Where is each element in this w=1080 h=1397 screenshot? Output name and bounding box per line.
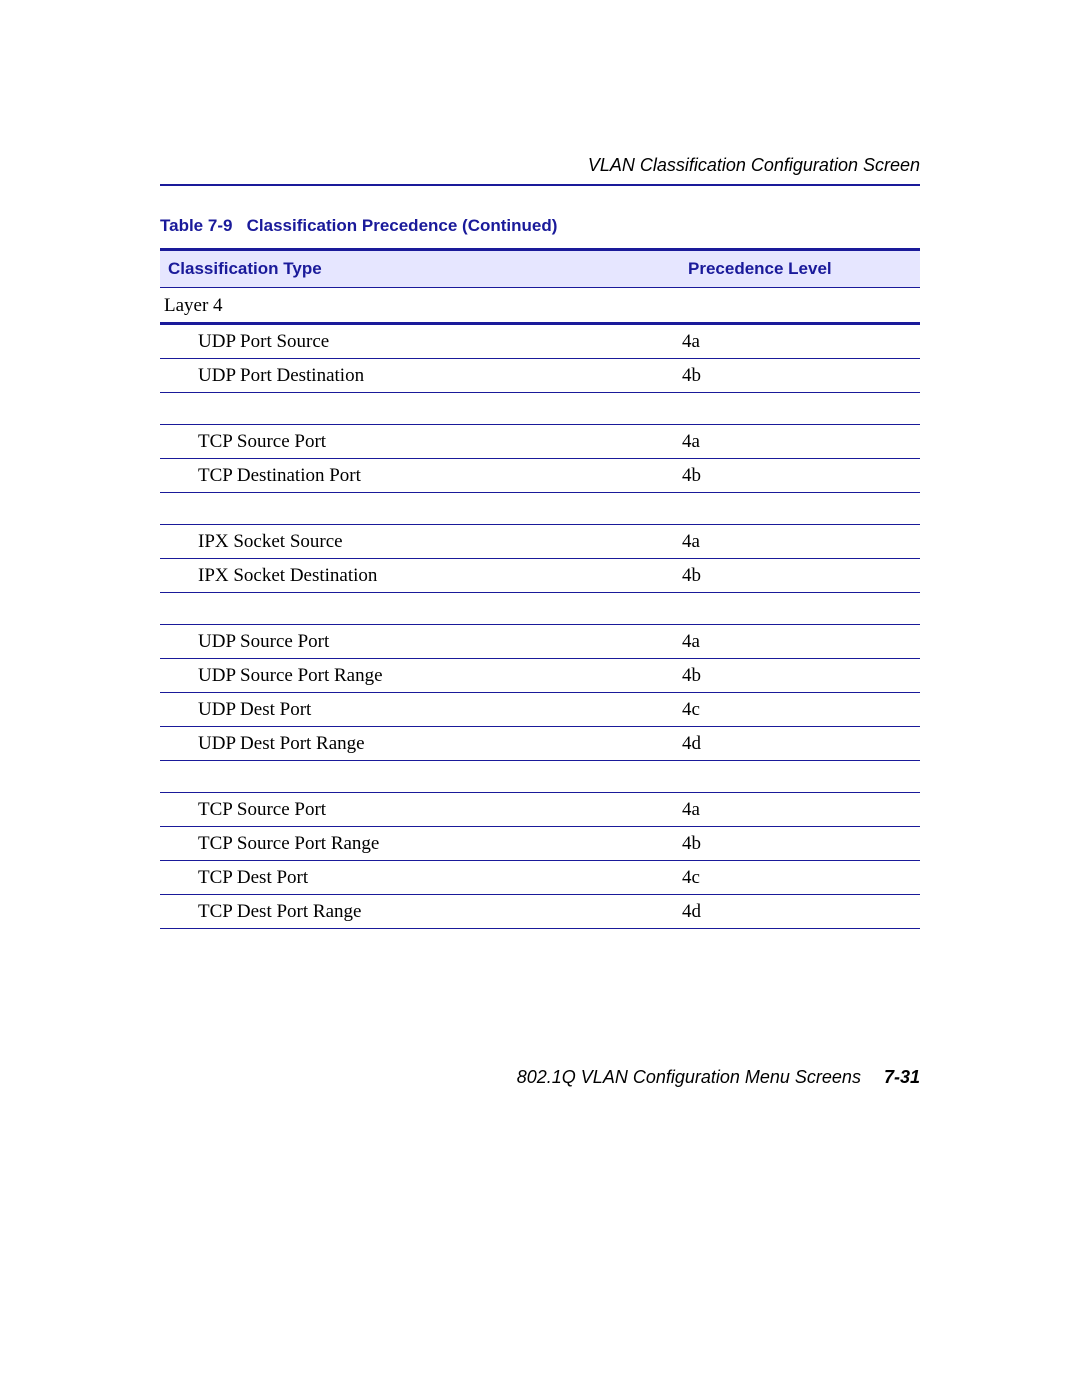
- cell-precedence-level: 4c: [682, 867, 918, 889]
- cell-classification-type: UDP Source Port Range: [162, 665, 682, 687]
- cell-precedence-level: 4d: [682, 901, 918, 923]
- header-divider: [160, 184, 920, 186]
- cell-classification-type: UDP Port Source: [162, 331, 682, 353]
- footer-text: 802.1Q VLAN Configuration Menu Screens: [517, 1067, 861, 1087]
- cell-classification-type: TCP Dest Port: [162, 867, 682, 889]
- table-row: TCP Source Port4a: [160, 793, 920, 827]
- cell-classification-type: IPX Socket Source: [162, 531, 682, 553]
- cell-precedence-level: 4a: [682, 631, 918, 653]
- cell-classification-type: UDP Dest Port: [162, 699, 682, 721]
- table-section-row: Layer 4: [160, 288, 920, 325]
- table-caption-text: Classification Precedence (Continued): [247, 216, 558, 235]
- table-row: TCP Source Port Range4b: [160, 827, 920, 861]
- table-group-spacer: [160, 493, 920, 525]
- cell-classification-type: UDP Dest Port Range: [162, 733, 682, 755]
- table-group-spacer: [160, 393, 920, 425]
- table-row: IPX Socket Destination4b: [160, 559, 920, 593]
- cell-classification-type: UDP Source Port: [162, 631, 682, 653]
- table-section-label: Layer 4: [162, 295, 682, 317]
- table-group-spacer: [160, 761, 920, 793]
- table-body: UDP Port Source4aUDP Port Destination4bT…: [160, 325, 920, 929]
- table-row: TCP Dest Port4c: [160, 861, 920, 895]
- table-row: IPX Socket Source4a: [160, 525, 920, 559]
- table-row: UDP Source Port4a: [160, 625, 920, 659]
- table-row: UDP Dest Port4c: [160, 693, 920, 727]
- table-row: UDP Source Port Range4b: [160, 659, 920, 693]
- cell-classification-type: TCP Dest Port Range: [162, 901, 682, 923]
- cell-precedence-level: 4a: [682, 531, 918, 553]
- cell-classification-type: UDP Port Destination: [162, 365, 682, 387]
- table-group-spacer: [160, 593, 920, 625]
- cell-precedence-level: 4b: [682, 365, 918, 387]
- table-header-precedence: Precedence Level: [688, 259, 912, 279]
- table-row: UDP Port Source4a: [160, 325, 920, 359]
- table-row: TCP Destination Port4b: [160, 459, 920, 493]
- cell-precedence-level: 4b: [682, 665, 918, 687]
- cell-precedence-level: 4c: [682, 699, 918, 721]
- page-header-title: VLAN Classification Configuration Screen: [160, 155, 920, 176]
- table-row: UDP Port Destination4b: [160, 359, 920, 393]
- table-caption-prefix: Table 7-9: [160, 216, 232, 235]
- table-header-row: Classification Type Precedence Level: [160, 248, 920, 288]
- cell-classification-type: TCP Source Port Range: [162, 833, 682, 855]
- cell-classification-type: TCP Source Port: [162, 799, 682, 821]
- cell-classification-type: TCP Destination Port: [162, 465, 682, 487]
- cell-precedence-level: 4d: [682, 733, 918, 755]
- table-caption: Table 7-9 Classification Precedence (Con…: [160, 216, 920, 236]
- table-row: TCP Dest Port Range4d: [160, 895, 920, 929]
- table-row: UDP Dest Port Range4d: [160, 727, 920, 761]
- cell-precedence-level: 4a: [682, 431, 918, 453]
- table-header-type: Classification Type: [168, 259, 688, 279]
- cell-precedence-level: 4b: [682, 465, 918, 487]
- cell-precedence-level: 4b: [682, 833, 918, 855]
- cell-precedence-level: 4b: [682, 565, 918, 587]
- cell-precedence-level: 4a: [682, 331, 918, 353]
- cell-classification-type: TCP Source Port: [162, 431, 682, 453]
- page-footer: 802.1Q VLAN Configuration Menu Screens 7…: [160, 1067, 920, 1088]
- cell-precedence-level: 4a: [682, 799, 918, 821]
- cell-classification-type: IPX Socket Destination: [162, 565, 682, 587]
- footer-page-number: 7-31: [884, 1067, 920, 1087]
- table-row: TCP Source Port4a: [160, 425, 920, 459]
